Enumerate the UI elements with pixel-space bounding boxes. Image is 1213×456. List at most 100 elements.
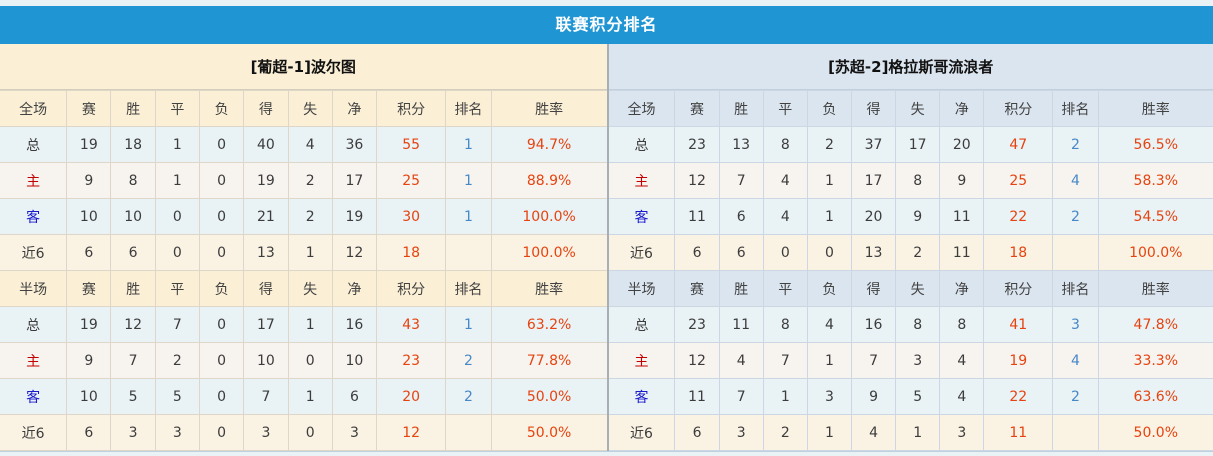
winrate-cell: 63.6% <box>1097 378 1213 415</box>
row-label: 客 <box>0 198 68 235</box>
table-row: 主 9 8 1 0 19 2 17 25 1 88.9% <box>0 162 607 199</box>
table-row: 客 11 7 1 3 9 5 4 22 2 63.6% <box>608 378 1213 415</box>
column-header: 排名 <box>445 90 492 127</box>
stat-cell: 37 <box>850 126 897 163</box>
stat-cell: 1 <box>154 126 201 163</box>
stat-cell: 0 <box>154 234 201 271</box>
winrate-cell: 94.7% <box>490 126 607 163</box>
rank-cell: 2 <box>1052 378 1099 415</box>
rank-cell: 1 <box>445 126 492 163</box>
stat-cell: 6 <box>110 234 156 271</box>
stats-table-away: 全场赛胜平负得失净积分 排名 胜率总 23 13 8 2 37 17 20 47 2 56.5% 主 12 7… <box>608 90 1213 451</box>
column-header: 净 <box>331 270 378 307</box>
stat-cell: 5 <box>154 378 201 415</box>
table-row: 客 11 6 4 1 20 9 11 22 2 54.5% <box>608 198 1213 235</box>
stat-cell: 2 <box>287 198 333 235</box>
stat-cell: 1 <box>806 414 852 451</box>
widget-title-bar: 联赛积分排名 <box>0 6 1213 44</box>
rank-cell: 2 <box>445 378 492 415</box>
row-label: 客 <box>608 378 676 415</box>
stat-cell: 0 <box>806 234 852 271</box>
stat-cell: 17 <box>243 306 289 343</box>
points-cell: 22 <box>983 198 1054 235</box>
stat-cell: 8 <box>110 162 156 199</box>
column-header: 得 <box>850 270 897 307</box>
rank-cell: 1 <box>445 306 492 343</box>
column-header: 负 <box>806 270 852 307</box>
table-row: 近6 6 3 3 0 3 0 3 12 50.0% <box>0 414 607 451</box>
winrate-cell: 50.0% <box>490 414 607 451</box>
stat-cell: 3 <box>243 414 289 451</box>
points-cell: 22 <box>983 378 1054 415</box>
stat-cell: 6 <box>674 414 720 451</box>
column-header: 排名 <box>1052 90 1099 127</box>
stat-cell: 4 <box>939 378 985 415</box>
points-cell: 47 <box>983 126 1054 163</box>
stat-cell: 11 <box>939 234 985 271</box>
stat-cell: 4 <box>939 342 985 379</box>
section-header-row: 全场赛胜平负得失净积分 排名 胜率 <box>608 90 1213 127</box>
stat-cell: 0 <box>762 234 808 271</box>
stat-cell: 8 <box>939 306 985 343</box>
section-header-row: 全场赛胜平负得失净积分 排名 胜率 <box>0 90 607 127</box>
rank-cell: 2 <box>1052 198 1099 235</box>
stat-cell: 19 <box>66 126 112 163</box>
stat-cell: 0 <box>198 198 245 235</box>
table-row: 客 10 10 0 0 21 2 19 30 1 100.0% <box>0 198 607 235</box>
stat-cell: 7 <box>850 342 897 379</box>
column-header: 排名 <box>1052 270 1099 307</box>
stat-cell: 3 <box>154 414 201 451</box>
stat-cell: 0 <box>287 342 333 379</box>
stat-cell: 16 <box>850 306 897 343</box>
stat-cell: 2 <box>806 126 852 163</box>
stat-cell: 0 <box>198 306 245 343</box>
column-header: 胜率 <box>1097 90 1213 127</box>
stat-cell: 1 <box>806 198 852 235</box>
section-header-row: 半场赛胜平负得失净积分 排名 胜率 <box>0 270 607 307</box>
team-name-home: [葡超-1]波尔图 <box>0 44 607 90</box>
rank-cell: 2 <box>1052 126 1099 163</box>
section-label: 全场 <box>608 90 676 127</box>
column-header: 赛 <box>674 90 720 127</box>
winrate-cell: 54.5% <box>1097 198 1213 235</box>
tables-container: [葡超-1]波尔图 全场赛胜平负得失净积分 排名 胜率总 19 18 1 0 40 4 36 55 1… <box>0 44 1213 452</box>
stat-cell: 3 <box>806 378 852 415</box>
points-cell: 19 <box>983 342 1054 379</box>
column-header: 赛 <box>66 90 112 127</box>
stat-cell: 13 <box>850 234 897 271</box>
column-header: 积分 <box>983 270 1054 307</box>
column-header: 负 <box>198 90 245 127</box>
stat-cell: 8 <box>762 126 808 163</box>
section-label: 半场 <box>0 270 68 307</box>
rank-cell: 1 <box>445 162 492 199</box>
stat-cell: 1 <box>895 414 941 451</box>
page-title: 联赛积分排名 <box>555 15 658 34</box>
stat-cell: 10 <box>66 198 112 235</box>
row-label: 主 <box>608 342 676 379</box>
stat-cell: 12 <box>331 234 378 271</box>
rank-cell: 4 <box>1052 342 1099 379</box>
column-header: 积分 <box>376 90 447 127</box>
section-header-row: 半场赛胜平负得失净积分 排名 胜率 <box>608 270 1213 307</box>
stat-cell: 3 <box>331 414 378 451</box>
stat-cell: 3 <box>939 414 985 451</box>
stat-cell: 4 <box>287 126 333 163</box>
stat-cell: 23 <box>674 306 720 343</box>
stat-cell: 6 <box>674 234 720 271</box>
stat-cell: 8 <box>762 306 808 343</box>
stat-cell: 7 <box>243 378 289 415</box>
column-header: 赛 <box>66 270 112 307</box>
stat-cell: 0 <box>198 162 245 199</box>
stat-cell: 2 <box>762 414 808 451</box>
rank-cell: 3 <box>1052 306 1099 343</box>
stat-cell: 9 <box>66 342 112 379</box>
winrate-cell: 88.9% <box>490 162 607 199</box>
stat-cell: 13 <box>243 234 289 271</box>
winrate-cell: 100.0% <box>1097 234 1213 271</box>
stat-cell: 1 <box>287 306 333 343</box>
table-row: 主 9 7 2 0 10 0 10 23 2 77.8% <box>0 342 607 379</box>
team-panel-away: [苏超-2]格拉斯哥流浪者 全场赛胜平负得失净积分 排名 胜率总 23 13 8 2 37 17… <box>606 44 1213 451</box>
points-cell: 18 <box>376 234 447 271</box>
stat-cell: 0 <box>154 198 201 235</box>
team-name-away: [苏超-2]格拉斯哥流浪者 <box>608 44 1213 90</box>
